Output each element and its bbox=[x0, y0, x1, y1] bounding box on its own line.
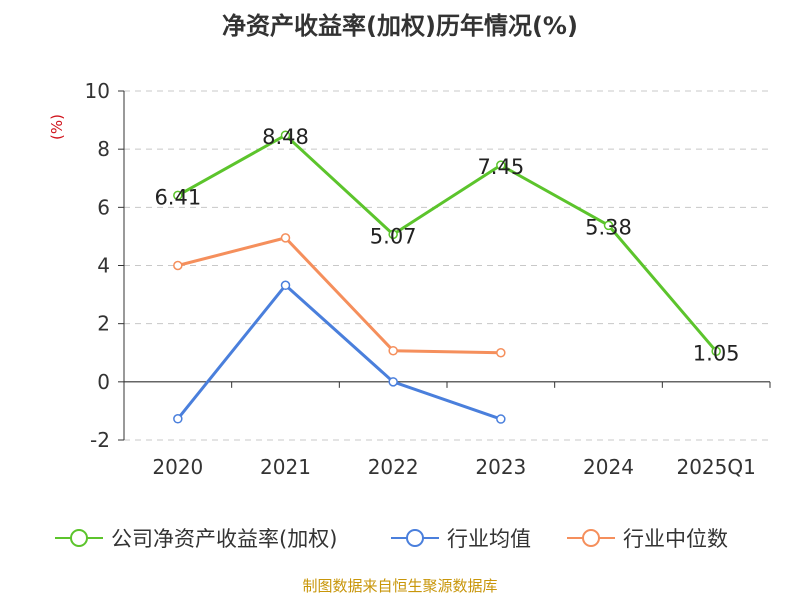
series-point-1 bbox=[173, 414, 183, 424]
series-point-0 bbox=[496, 160, 506, 170]
x-tick-label: 2021 bbox=[260, 455, 311, 479]
x-tick-label: 2022 bbox=[368, 455, 419, 479]
data-label: 7.45 bbox=[477, 155, 524, 179]
series-point-0 bbox=[388, 229, 398, 240]
data-labels: 6.41 8.48 5.07 7.45 5.38 1.05 bbox=[154, 125, 739, 365]
legend-label-company-roe: 公司净资产收益率(加权) bbox=[111, 527, 338, 551]
chart-title: 净资产收益率(加权)历年情况(%) bbox=[222, 12, 578, 40]
y-axis-label: (%) bbox=[48, 114, 66, 140]
legend-marker-industry-mean bbox=[391, 529, 439, 547]
y-tick-label: 10 bbox=[85, 79, 110, 103]
series-line-2 bbox=[177, 236, 501, 355]
legend-label-industry-mean: 行业均值 bbox=[447, 527, 531, 551]
series-line-1 bbox=[176, 283, 502, 421]
legend-marker-industry-median bbox=[567, 529, 615, 547]
series-point-2 bbox=[280, 233, 291, 243]
data-label: 5.07 bbox=[370, 224, 417, 248]
legend-marker-company-roe bbox=[55, 529, 103, 547]
x-tick-label: 2020 bbox=[152, 455, 203, 479]
series-point-2 bbox=[388, 345, 398, 356]
x-tick-label: 2023 bbox=[475, 455, 526, 479]
y-tick-label: 8 bbox=[97, 137, 110, 161]
series-point-0 bbox=[603, 220, 614, 231]
x-tick-label: 2024 bbox=[583, 455, 634, 479]
series-point-2 bbox=[496, 348, 506, 358]
y-tick-label: -2 bbox=[90, 428, 110, 452]
axes: -2 0 2 4 6 8 10 (%) 2020 2021 2022 2023 2024 2025Q1 bbox=[48, 79, 771, 479]
y-tick-label: 6 bbox=[97, 195, 110, 219]
legend-item-industry-mean[interactable]: 行业均值 bbox=[391, 518, 531, 558]
x-tick-label: 2025Q1 bbox=[676, 455, 755, 479]
series-point-1 bbox=[496, 414, 506, 424]
series-point-0 bbox=[711, 346, 721, 357]
series-point-0 bbox=[173, 190, 183, 201]
legend-label-industry-median: 行业中位数 bbox=[623, 527, 728, 551]
data-label: 1.05 bbox=[693, 341, 740, 365]
series-point-1 bbox=[388, 377, 398, 387]
series-point-0 bbox=[280, 130, 291, 140]
data-label: 8.48 bbox=[262, 125, 309, 149]
y-tick-label: 0 bbox=[97, 370, 110, 394]
y-tick-label: 2 bbox=[97, 312, 110, 336]
data-label: 5.38 bbox=[585, 215, 632, 239]
series-line-0 bbox=[177, 133, 718, 353]
series-point-2 bbox=[173, 260, 183, 271]
legend: 公司净资产收益率(加权) 行业均值 行业中位数 bbox=[0, 518, 800, 558]
series-lines bbox=[173, 130, 721, 424]
grid-lines bbox=[124, 90, 770, 441]
series-point-1 bbox=[280, 280, 291, 291]
source-note: 制图数据来自恒生聚源数据库 bbox=[302, 577, 498, 595]
data-label: 6.41 bbox=[154, 185, 201, 209]
legend-item-industry-median[interactable]: 行业中位数 bbox=[567, 518, 728, 558]
y-tick-label: 4 bbox=[97, 254, 110, 278]
legend-item-company-roe[interactable]: 公司净资产收益率(加权) bbox=[55, 518, 337, 558]
